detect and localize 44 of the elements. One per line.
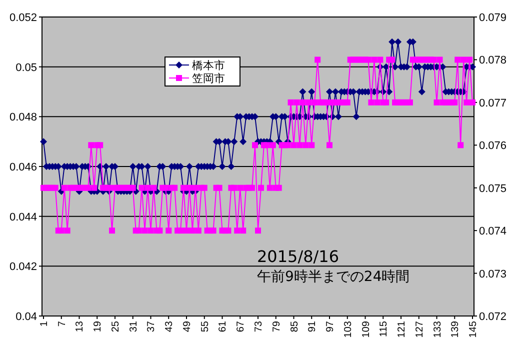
x-tick-label: 91: [307, 320, 318, 332]
x-tick-label: 67: [236, 320, 247, 332]
y2-tick-label: 0.079: [479, 12, 507, 24]
x-tick-label: 37: [146, 320, 158, 332]
x-tick-label: 115: [378, 320, 390, 337]
x-tick-label: 145: [468, 320, 480, 338]
y-tick-label: 0.04: [16, 311, 37, 323]
annotation: 2015/8/16: [257, 247, 340, 266]
y2-tick-label: 0.078: [479, 54, 507, 67]
x-tick-label: 1: [38, 320, 50, 327]
x-tick-label: 55: [200, 320, 211, 332]
y2-tick-label: 0.074: [479, 226, 507, 238]
x-tick-label: 139: [450, 320, 462, 338]
x-tick-label: 103: [342, 320, 354, 338]
annotation: 午前9時半までの24時間: [257, 269, 410, 285]
y2-tick-label: 0.072: [479, 311, 507, 323]
x-tick-label: 49: [182, 320, 193, 332]
x-tick-label: 79: [271, 320, 282, 332]
legend-label: 笠岡市: [192, 72, 225, 85]
x-tick-label: 109: [360, 320, 372, 338]
x-tick-label: 19: [92, 320, 104, 332]
y-tick-label: 0.05: [16, 62, 37, 74]
x-tick-label: 7: [56, 320, 68, 327]
x-tick-label: 121: [396, 320, 408, 338]
y-tick-label: 0.052: [9, 12, 37, 24]
y-tick-label: 0.044: [9, 211, 37, 224]
x-tick-label: 43: [164, 320, 176, 332]
x-tick-label: 31: [128, 320, 140, 332]
x-tick-label: 127: [414, 320, 426, 338]
y2-tick-label: 0.077: [479, 97, 507, 110]
x-tick-label: 97: [325, 320, 336, 332]
x-tick-label: 133: [432, 320, 444, 338]
y-tick-label: 0.048: [9, 112, 37, 124]
y2-tick-label: 0.073: [479, 268, 507, 280]
x-tick-label: 61: [218, 320, 229, 332]
legend-label: 橋本市: [192, 59, 225, 72]
y2-tick-label: 0.076: [479, 140, 507, 152]
y-tick-label: 0.042: [9, 261, 37, 274]
y2-tick-label: 0.075: [479, 182, 507, 195]
x-tick-label: 73: [254, 320, 264, 332]
x-tick-label: 13: [74, 320, 86, 332]
y-tick-label: 0.046: [9, 162, 37, 174]
x-tick-label: 25: [110, 320, 122, 332]
x-tick-label: 85: [289, 320, 300, 332]
